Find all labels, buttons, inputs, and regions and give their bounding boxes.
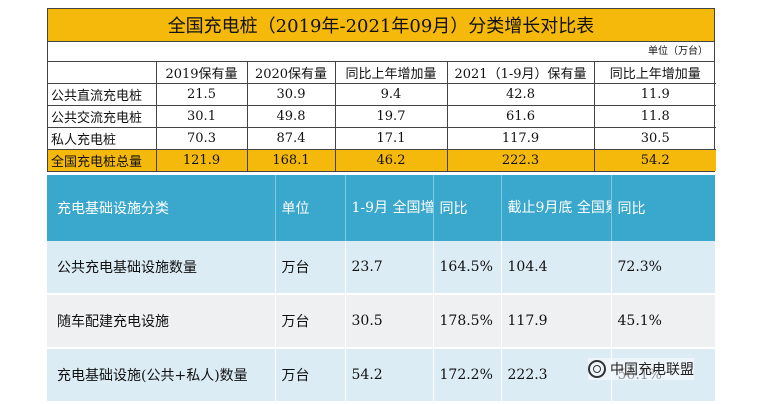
header-cell: 1-9月 全国增量 — [345, 175, 434, 241]
header-cell: 同比 — [433, 175, 502, 241]
table-cell: 30.5 — [345, 294, 434, 349]
table-cell: 117.9 — [501, 294, 612, 349]
table-row: 公共交流充电桩 30.1 49.8 19.7 61.6 11.8 — [48, 105, 716, 128]
header-row: 充电基础设施分类 单位 1-9月 全国增量 同比 截止9月底 全国累计 同比 — [47, 175, 715, 241]
unit-note: 单位（万台） — [48, 42, 714, 62]
table-cell: 222.3 — [447, 149, 595, 171]
infrastructure-table: 充电基础设施分类 单位 1-9月 全国增量 同比 截止9月底 全国累计 同比 公… — [47, 175, 715, 403]
header-cell: 2020保有量 — [247, 62, 336, 84]
table-cell: 46.2 — [335, 149, 448, 171]
header-cell: 同比上年增加量 — [335, 62, 448, 84]
table-row: 充电基础设施(公共+私人)数量 万台 54.2 172.2% 222.3 56.… — [47, 348, 715, 403]
header-cell: 同比 — [611, 175, 715, 241]
table-cell: 42.8 — [447, 83, 595, 106]
unit-cell: 万台 — [275, 241, 346, 295]
row-label: 随车配建充电设施 — [47, 294, 276, 349]
table-cell: 54.2 — [594, 149, 716, 171]
table-cell: 117.9 — [447, 127, 595, 150]
watermark: 中国充电联盟 — [588, 358, 694, 380]
row-label: 公共充电基础设施数量 — [47, 241, 276, 295]
table-cell: 168.1 — [247, 149, 336, 171]
table-cell: 17.1 — [335, 127, 448, 150]
table-cell: 23.7 — [345, 241, 434, 295]
header-cell: 充电基础设施分类 — [47, 175, 276, 241]
unit-cell: 万台 — [275, 348, 346, 403]
watermark-text: 中国充电联盟 — [610, 362, 694, 378]
table-cell: 49.8 — [247, 105, 336, 128]
table-cell: 11.9 — [594, 83, 716, 106]
header-cell: 同比上年增加量 — [594, 62, 716, 84]
table-cell: 19.7 — [335, 105, 448, 128]
table-cell: 11.8 — [594, 105, 716, 128]
table-cell: 72.3% — [611, 241, 715, 295]
table-row: 公共直流充电桩 21.5 30.9 9.4 42.8 11.9 — [48, 83, 716, 106]
table-cell: 45.1% — [611, 294, 715, 349]
table-row: 随车配建充电设施 万台 30.5 178.5% 117.9 45.1% — [47, 294, 715, 349]
table-cell: 178.5% — [433, 294, 502, 349]
row-label: 公共直流充电桩 — [48, 83, 157, 106]
total-row: 全国充电桩总量 121.9 168.1 46.2 222.3 54.2 — [48, 149, 716, 171]
table-cell: 87.4 — [247, 127, 336, 150]
table-cell: 30.9 — [247, 83, 336, 106]
row-label: 全国充电桩总量 — [48, 149, 157, 171]
table-cell: 30.1 — [156, 105, 248, 128]
row-label: 充电基础设施(公共+私人)数量 — [47, 348, 276, 403]
table-row: 私人充电桩 70.3 87.4 17.1 117.9 30.5 — [48, 127, 716, 150]
header-cell: 单位 — [275, 175, 346, 241]
header-cell: 截止9月底 全国累计 — [501, 175, 612, 241]
header-row: 2019保有量 2020保有量 同比上年增加量 2021（1-9月）保有量 同比… — [48, 62, 716, 84]
table-cell: 9.4 — [335, 83, 448, 106]
growth-comparison-table: 全国充电桩（2019年-2021年09月）分类增长对比表 单位（万台） 2019… — [47, 8, 716, 172]
table-row: 公共充电基础设施数量 万台 23.7 164.5% 104.4 72.3% — [47, 241, 715, 295]
header-cell — [48, 62, 157, 84]
table-cell: 21.5 — [156, 83, 248, 106]
table-cell: 61.6 — [447, 105, 595, 128]
table-title: 全国充电桩（2019年-2021年09月）分类增长对比表 — [48, 9, 714, 42]
row-label: 公共交流充电桩 — [48, 105, 157, 128]
table-cell: 164.5% — [433, 241, 502, 295]
table-cell: 70.3 — [156, 127, 248, 150]
row-label: 私人充电桩 — [48, 127, 157, 150]
header-cell: 2021（1-9月）保有量 — [447, 62, 595, 84]
unit-cell: 万台 — [275, 294, 346, 349]
header-cell: 2019保有量 — [156, 62, 248, 84]
table-cell: 104.4 — [501, 241, 612, 295]
table-cell: 121.9 — [156, 149, 248, 171]
table-cell: 30.5 — [594, 127, 716, 150]
wechat-icon — [588, 360, 606, 378]
table-cell: 172.2% — [433, 348, 502, 403]
table-cell: 54.2 — [345, 348, 434, 403]
